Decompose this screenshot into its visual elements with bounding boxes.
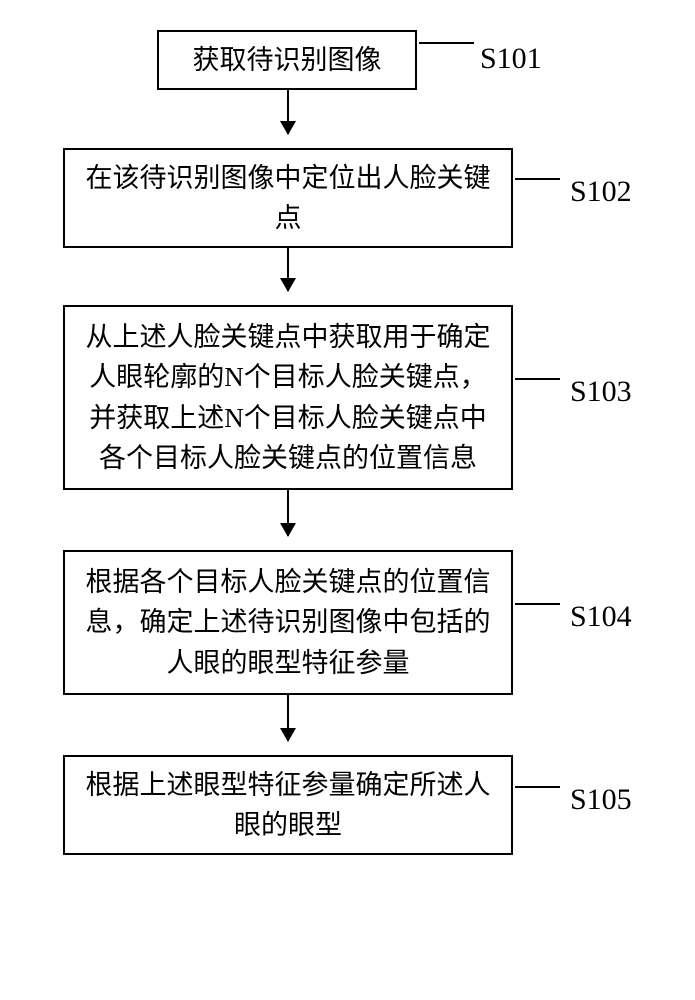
- arrow: [287, 90, 289, 134]
- step-text: 获取待识别图像: [193, 40, 382, 81]
- step-box-s101: 获取待识别图像: [157, 30, 417, 90]
- bracket-s105: [515, 786, 560, 788]
- bracket-s101: [419, 42, 474, 44]
- bracket-s102: [515, 178, 560, 180]
- step-label-s103: S103: [570, 375, 632, 409]
- arrow: [287, 490, 289, 536]
- step-box-s103: 从上述人脸关键点中获取用于确定人眼轮廓的N个目标人脸关键点，并获取上述N个目标人…: [63, 305, 513, 490]
- flowchart-canvas: 获取待识别图像 S101 在该待识别图像中定位出人脸关键点 S102 从上述人脸…: [0, 0, 695, 1000]
- bracket-s104: [515, 603, 560, 605]
- step-label-s104: S104: [570, 600, 632, 634]
- step-text: 根据各个目标人脸关键点的位置信息，确定上述待识别图像中包括的人眼的眼型特征参量: [77, 562, 499, 684]
- step-box-s102: 在该待识别图像中定位出人脸关键点: [63, 148, 513, 248]
- arrow: [287, 248, 289, 291]
- step-text: 根据上述眼型特征参量确定所述人眼的眼型: [77, 765, 499, 846]
- step-text: 从上述人脸关键点中获取用于确定人眼轮廓的N个目标人脸关键点，并获取上述N个目标人…: [77, 317, 499, 479]
- step-text: 在该待识别图像中定位出人脸关键点: [77, 158, 499, 239]
- step-box-s104: 根据各个目标人脸关键点的位置信息，确定上述待识别图像中包括的人眼的眼型特征参量: [63, 550, 513, 695]
- arrow: [287, 695, 289, 741]
- step-label-s101: S101: [480, 42, 542, 76]
- step-label-s105: S105: [570, 783, 632, 817]
- step-box-s105: 根据上述眼型特征参量确定所述人眼的眼型: [63, 755, 513, 855]
- step-label-s102: S102: [570, 175, 632, 209]
- bracket-s103: [515, 378, 560, 380]
